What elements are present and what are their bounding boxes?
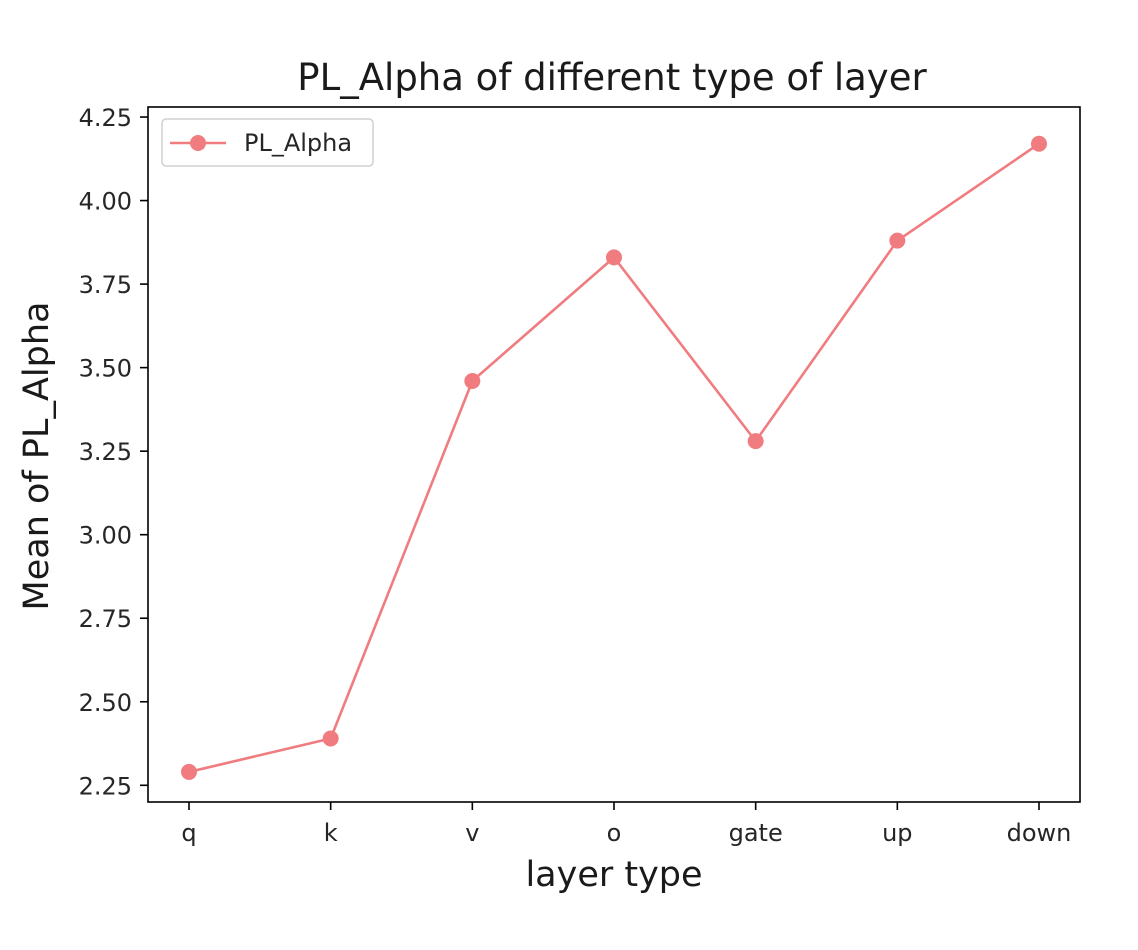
data-point-gate [747, 433, 764, 450]
data-point-o [606, 249, 622, 266]
series-line-pl-alpha [188, 142, 1040, 774]
x-tick-label: k [324, 819, 338, 847]
y-tick-label: 4.00 [79, 188, 132, 216]
x-tick-label: o [607, 819, 622, 847]
x-tick-label: up [882, 819, 912, 847]
plot-area: 2.25 2.50 2.75 3.00 3.25 3.50 3.75 4.00 4.25 q k v… [79, 104, 1081, 847]
y-axis-ticks: 2.25 2.50 2.75 3.00 3.25 3.50 3.75 4.00 4.25 [79, 104, 148, 800]
y-axis-label: Mean of PL_Alpha [17, 302, 57, 611]
series-layer [181, 135, 1047, 780]
data-point-up [889, 232, 906, 249]
legend: PL_Alpha [161, 118, 374, 167]
data-point-down [1031, 135, 1047, 152]
chart-title: PL_Alpha of different type of layer [297, 56, 927, 99]
x-tick-label: down [1007, 819, 1072, 847]
x-tick-label: v [465, 819, 479, 847]
legend-box [161, 118, 374, 167]
y-tick-label: 2.50 [79, 689, 132, 717]
data-point-q [181, 763, 197, 780]
y-tick-label: 2.75 [79, 605, 132, 633]
legend-entry-pl-alpha: PL_Alpha [244, 129, 352, 157]
x-tick-label: q [181, 819, 196, 847]
data-point-v [464, 372, 481, 389]
y-tick-label: 3.50 [79, 355, 132, 383]
x-axis-label: layer type [525, 855, 702, 895]
y-tick-label: 3.25 [79, 438, 132, 466]
data-point-k [322, 730, 339, 747]
y-tick-label: 4.25 [79, 104, 132, 132]
y-tick-label: 3.75 [79, 271, 132, 299]
y-tick-label: 3.00 [79, 522, 132, 550]
x-axis-ticks: q k v o gate up down [181, 802, 1071, 847]
y-tick-label: 2.25 [79, 772, 132, 800]
x-tick-label: gate [729, 819, 783, 847]
legend-marker-swatch [190, 135, 206, 151]
